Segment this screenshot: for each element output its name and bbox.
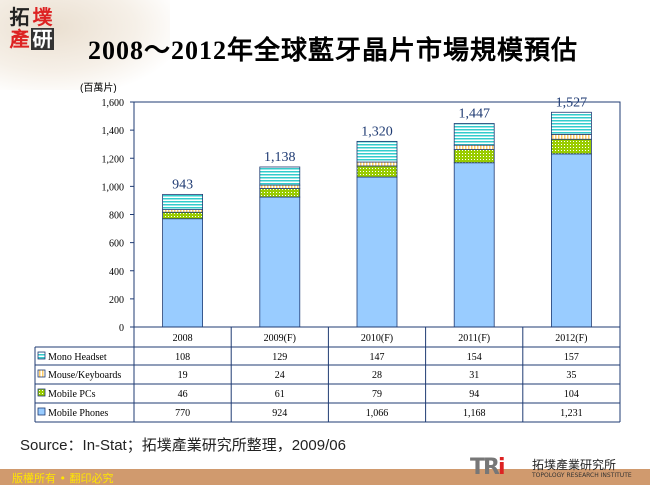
page-title: 2008～2012年全球藍牙晶片市場規模預估 xyxy=(88,36,579,65)
table-cell: 19 xyxy=(178,370,188,381)
bar-mono-headset xyxy=(259,166,301,186)
table-cell: 94 xyxy=(469,389,479,400)
table-header-cell: 2009(F) xyxy=(264,333,296,344)
table-cell: 1,231 xyxy=(560,408,583,419)
table-cell: 31 xyxy=(469,370,479,381)
logo: 拓墣 產研 xyxy=(8,6,56,54)
total-label: 1,447 xyxy=(458,107,490,122)
table-cell: 147 xyxy=(370,352,385,363)
bar-mono-headset xyxy=(162,193,204,210)
table-cell: 1,168 xyxy=(463,408,486,419)
source-note: Source：In-Stat；拓墣產業研究所整理，2009/06 xyxy=(20,437,346,454)
org-name-cn: 拓墣產業研究所 xyxy=(532,458,617,472)
bar-mono-headset xyxy=(356,140,398,163)
tri-mark: TRi xyxy=(470,455,505,480)
y-tick-label: 1,000 xyxy=(102,182,125,193)
total-label: 1,527 xyxy=(556,95,588,110)
bar-mono-headset xyxy=(551,111,592,135)
bar-mobile-pcs xyxy=(453,149,495,164)
bar-mouse-keyboards xyxy=(551,133,592,140)
y-tick-label: 0 xyxy=(119,323,124,334)
logo-char: 拓 xyxy=(9,5,30,29)
table-cell: 35 xyxy=(566,370,576,381)
table-header-cell: 2011(F) xyxy=(458,333,490,344)
bar-mobile-phones xyxy=(551,153,592,328)
bar-mouse-keyboards xyxy=(453,144,495,150)
tri-logo: TRi 拓墣產業研究所 TOPOLOGY RESEARCH INSTITUTE xyxy=(470,455,632,480)
legend-label: Mobile PCs xyxy=(48,389,96,400)
legend-key xyxy=(37,388,46,397)
table-cell: 924 xyxy=(272,408,287,419)
bar-mobile-phones xyxy=(453,162,495,328)
bar-mobile-pcs xyxy=(259,188,301,198)
chart: 0 200 400 600 800 1,000 1,200 1,400 1,600 943 1,13… xyxy=(34,95,621,423)
table-cell: 79 xyxy=(372,389,382,400)
y-tick-label: 1,400 xyxy=(102,126,125,137)
legend-key xyxy=(37,369,46,378)
copyright: 版權所有 • 翻印必究 xyxy=(12,472,114,485)
bar-mobile-phones xyxy=(356,176,398,328)
org-name-en: TOPOLOGY RESEARCH INSTITUTE xyxy=(532,472,632,479)
total-label: 943 xyxy=(172,177,193,192)
y-tick-label: 800 xyxy=(109,211,124,222)
y-tick-label: 400 xyxy=(109,267,124,278)
logo-char: 研 xyxy=(31,27,54,51)
table-cell: 24 xyxy=(275,370,285,381)
table-cell: 157 xyxy=(564,352,579,363)
table-cell: 28 xyxy=(372,370,382,381)
legend-label: Mobile Phones xyxy=(48,408,108,419)
legend-label: Mouse/Keyboards xyxy=(48,370,121,381)
y-tick-label: 1,200 xyxy=(102,154,125,165)
table-cell: 129 xyxy=(272,352,287,363)
total-label: 1,138 xyxy=(264,150,296,165)
total-label: 1,320 xyxy=(361,124,393,139)
logo-char: 產 xyxy=(9,27,30,51)
footer-bar xyxy=(0,469,650,485)
table-cell: 154 xyxy=(467,352,482,363)
logo-char: 墣 xyxy=(32,5,53,29)
bar-mobile-pcs xyxy=(356,165,398,178)
legend-key xyxy=(37,351,46,360)
bar-mobile-pcs xyxy=(162,211,204,220)
table-header-cell: 2010(F) xyxy=(361,333,393,344)
table-cell: 46 xyxy=(178,389,188,400)
table-header-cell: 2012(F) xyxy=(555,333,587,344)
table-cell: 61 xyxy=(275,389,285,400)
y-tick-label: 600 xyxy=(109,239,124,250)
legend-label: Mono Headset xyxy=(48,352,107,363)
y-axis-unit: (百萬片) xyxy=(80,83,117,94)
y-tick-label: 200 xyxy=(109,295,124,306)
y-tick-label: 1,600 xyxy=(102,98,125,109)
background-map xyxy=(0,0,170,90)
bar-mono-headset xyxy=(453,123,495,146)
bar-mobile-phones xyxy=(162,218,204,328)
bar-mobile-pcs xyxy=(551,138,592,155)
table-cell: 770 xyxy=(175,408,190,419)
table-header-cell: 2008 xyxy=(173,333,193,344)
table-cell: 108 xyxy=(175,352,190,363)
bar-mouse-keyboards xyxy=(162,209,204,213)
table-cell: 104 xyxy=(564,389,579,400)
table-cell: 1,066 xyxy=(366,408,389,419)
bar-mouse-keyboards xyxy=(356,161,398,167)
legend-key xyxy=(37,407,46,416)
bar-mobile-phones xyxy=(259,196,301,328)
bar-mouse-keyboards xyxy=(259,184,301,189)
